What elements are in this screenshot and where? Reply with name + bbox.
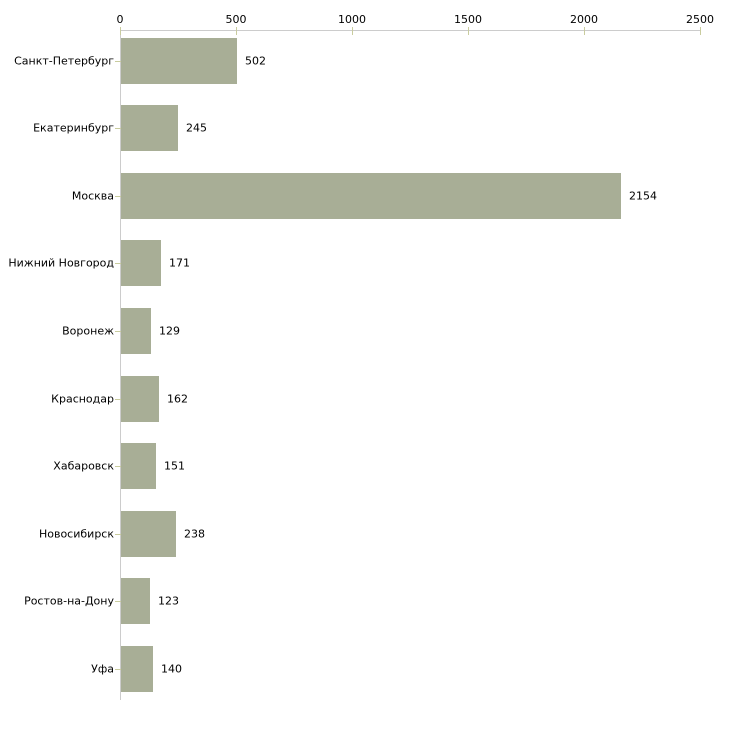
category-label: Ростов-на-Дону: [24, 594, 114, 608]
value-label: 162: [167, 392, 188, 405]
y-axis-tick: [115, 263, 123, 264]
x-axis-tick: [468, 27, 469, 35]
value-label: 502: [245, 54, 266, 67]
category-label: Уфа: [91, 662, 114, 676]
x-axis-tick-label: 1000: [338, 13, 366, 26]
value-label: 140: [161, 662, 182, 676]
x-axis-tick-label: 0: [116, 13, 124, 26]
x-axis-tick-label: 500: [225, 13, 247, 26]
y-axis-tick: [115, 128, 123, 129]
category-label: Нижний Новгород: [8, 256, 114, 270]
bar-5: [121, 308, 151, 354]
x-axis-tick: [236, 27, 237, 35]
category-label: Воронеж: [62, 324, 114, 338]
value-label: 171: [169, 256, 190, 270]
x-axis-tick-label: 1500: [454, 13, 482, 26]
x-axis-line: [120, 30, 701, 31]
bar-9: [121, 578, 150, 624]
category-label: Санкт-Петербург: [14, 54, 114, 67]
bar-8: [121, 511, 176, 557]
category-label: Хабаровск: [53, 459, 114, 473]
x-axis-tick-label: 2500: [686, 13, 714, 26]
bar-6: [121, 376, 159, 422]
x-axis-tick: [584, 27, 585, 35]
value-label: 238: [184, 527, 205, 541]
y-axis-tick: [115, 196, 123, 197]
bar-7: [121, 443, 156, 489]
x-axis-tick: [352, 27, 353, 35]
bar-1: [121, 38, 237, 84]
y-axis-tick: [115, 669, 123, 670]
y-axis-tick: [115, 601, 123, 602]
y-axis-tick: [115, 534, 123, 535]
y-axis-tick: [115, 466, 123, 467]
y-axis-tick: [115, 61, 123, 62]
value-label: 151: [164, 459, 185, 473]
x-axis-tick: [700, 27, 701, 35]
category-label: Екатеринбург: [33, 121, 114, 135]
category-label: Новосибирск: [38, 527, 114, 541]
y-axis-tick: [115, 399, 123, 400]
y-axis-tick: [115, 331, 123, 332]
bar-2: [121, 105, 178, 151]
x-axis-tick: [120, 27, 121, 35]
category-label: Краснодар: [51, 392, 114, 405]
x-axis-tick-label: 2000: [570, 13, 598, 26]
bar-4: [121, 240, 161, 286]
value-label: 245: [186, 121, 207, 135]
y-axis-line: [120, 30, 121, 700]
bar-10: [121, 646, 153, 692]
bar-3: [121, 173, 621, 219]
value-label: 2154: [629, 189, 657, 203]
value-label: 123: [158, 594, 179, 608]
value-label: 129: [159, 324, 180, 338]
category-label: Москва: [71, 189, 114, 203]
